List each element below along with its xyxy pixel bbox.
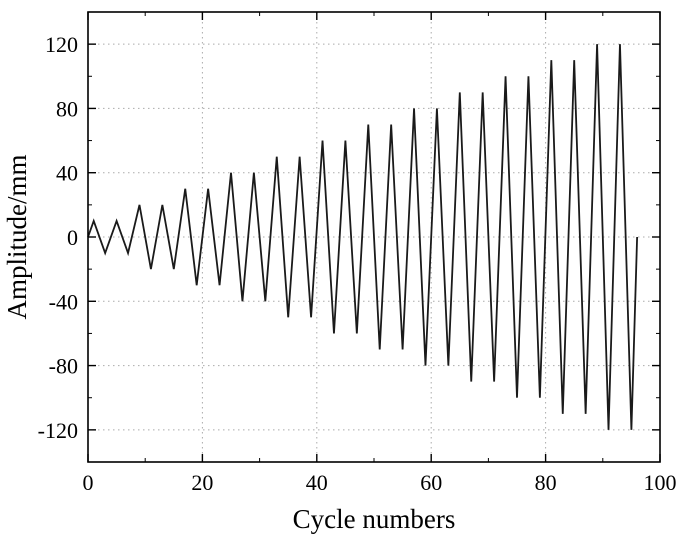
y-tick-label: -40 <box>49 289 78 314</box>
x-tick-label: 0 <box>83 470 94 495</box>
y-tick-label: 40 <box>56 161 78 186</box>
y-tick-label: -80 <box>49 354 78 379</box>
y-tick-label: 0 <box>67 225 78 250</box>
x-tick-label: 80 <box>535 470 557 495</box>
y-tick-label: 120 <box>45 32 78 57</box>
x-tick-label: 60 <box>420 470 442 495</box>
y-axis-label: Amplitude/mm <box>2 155 32 320</box>
x-tick-label: 40 <box>306 470 328 495</box>
x-tick-label: 20 <box>191 470 213 495</box>
y-tick-label: 80 <box>56 96 78 121</box>
data-line <box>87 44 639 430</box>
x-axis-label: Cycle numbers <box>293 504 456 534</box>
y-tick-label: -120 <box>38 418 78 443</box>
x-tick-label: 100 <box>644 470 677 495</box>
